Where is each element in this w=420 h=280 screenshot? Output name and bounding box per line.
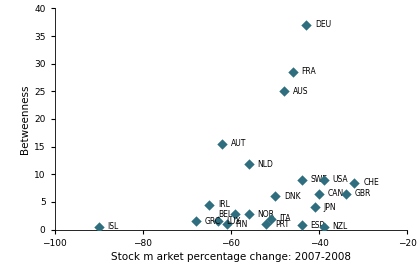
Text: DNK: DNK xyxy=(284,192,301,201)
Text: PRT: PRT xyxy=(275,220,289,228)
Text: NOR: NOR xyxy=(257,210,274,219)
Point xyxy=(281,89,287,94)
Text: SWE: SWE xyxy=(310,175,327,184)
Point xyxy=(316,192,323,196)
Point xyxy=(232,212,239,216)
Point xyxy=(206,202,212,207)
Text: NZL: NZL xyxy=(333,222,348,231)
Point xyxy=(192,219,199,223)
Text: LUX: LUX xyxy=(227,217,241,226)
Point xyxy=(303,23,310,27)
Text: FIN: FIN xyxy=(236,220,248,228)
Y-axis label: Betweenness: Betweenness xyxy=(20,84,30,154)
Point xyxy=(289,70,296,74)
Text: BEL: BEL xyxy=(218,210,232,219)
Text: JPN: JPN xyxy=(324,203,336,212)
Text: GBR: GBR xyxy=(354,189,371,198)
Text: ESP: ESP xyxy=(310,221,325,230)
Text: AUS: AUS xyxy=(293,87,308,96)
Point xyxy=(219,142,226,146)
Point xyxy=(263,222,270,226)
Point xyxy=(342,192,349,196)
Text: DEU: DEU xyxy=(315,20,331,29)
Text: CHE: CHE xyxy=(363,178,379,187)
Point xyxy=(95,225,102,229)
Point xyxy=(215,219,221,223)
Point xyxy=(298,223,305,227)
Point xyxy=(320,178,327,182)
Text: ITA: ITA xyxy=(280,214,291,223)
Text: AUT: AUT xyxy=(231,139,247,148)
Point xyxy=(298,178,305,182)
Text: ISL: ISL xyxy=(108,222,119,231)
Text: NLD: NLD xyxy=(257,160,273,169)
Text: FRA: FRA xyxy=(302,67,316,76)
Point xyxy=(311,205,318,210)
Text: USA: USA xyxy=(333,175,348,184)
Point xyxy=(223,222,230,226)
Point xyxy=(245,162,252,167)
Text: GRC: GRC xyxy=(205,217,220,226)
Point xyxy=(268,216,274,221)
X-axis label: Stock m arket percentage change: 2007-2008: Stock m arket percentage change: 2007-20… xyxy=(111,252,351,262)
Point xyxy=(320,225,327,229)
Point xyxy=(272,194,278,199)
Point xyxy=(245,212,252,216)
Text: IRL: IRL xyxy=(218,200,230,209)
Text: CAN: CAN xyxy=(328,189,344,198)
Point xyxy=(351,180,358,185)
